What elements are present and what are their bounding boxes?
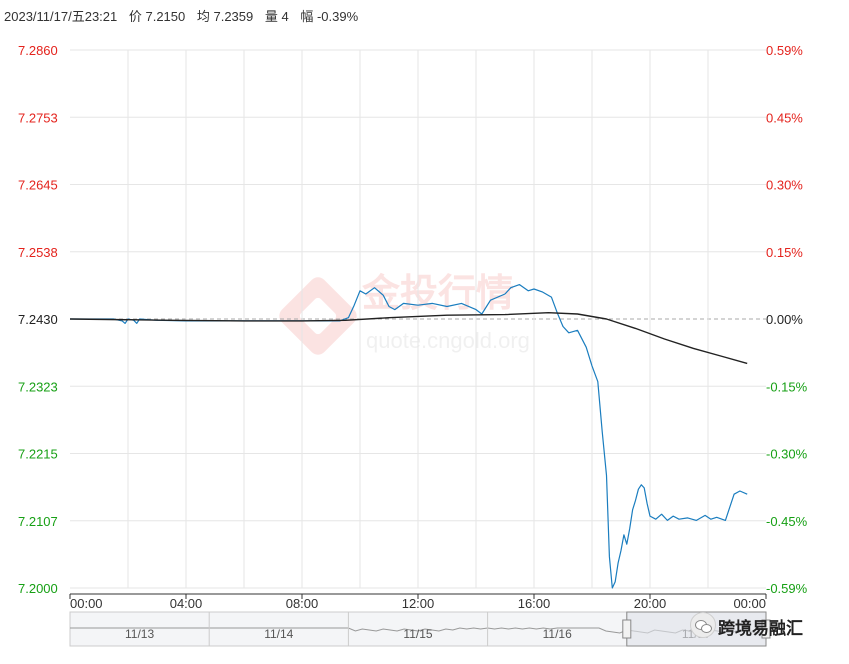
header-price: 价 7.2150 bbox=[128, 9, 186, 24]
watermark: 金投行情 quote.cngold.org bbox=[279, 271, 530, 355]
y-tick-label-left: 7.2000 bbox=[18, 581, 58, 596]
x-tick-label: 04:00 bbox=[170, 596, 203, 611]
y-tick-label-left: 7.2538 bbox=[18, 245, 58, 260]
y-tick-label-right: 0.30% bbox=[766, 178, 803, 193]
y-axis-right: 0.59% 0.45% 0.30% 0.15% 0.00% -0.15% -0.30% -0.… bbox=[766, 43, 808, 596]
y-tick-label-right: -0.30% bbox=[766, 447, 808, 462]
corner-watermark: 跨境易融汇 bbox=[718, 619, 803, 639]
navigator-handle[interactable] bbox=[622, 619, 632, 639]
x-tick-label: 16:00 bbox=[518, 596, 551, 611]
x-axis: 00:00 04:00 08:00 12:00 16:00 20:00 00:00 bbox=[69, 594, 767, 611]
navigator-day-label: 11/13 bbox=[125, 627, 154, 641]
navigator-day-label: 11/15 bbox=[403, 627, 432, 641]
navigator-handle[interactable] bbox=[761, 619, 771, 639]
x-tick-label: 20:00 bbox=[634, 596, 667, 611]
y-axis-left: 7.2860 7.2753 7.2645 7.2538 7.2430 7.2323 7.22… bbox=[18, 43, 58, 596]
grid bbox=[70, 49, 766, 595]
y-tick-label-right: 0.45% bbox=[766, 110, 803, 125]
y-tick-label-right: 0.00% bbox=[766, 312, 803, 327]
y-tick-label-right: -0.45% bbox=[766, 514, 808, 529]
header-change: 幅 -0.39% bbox=[300, 9, 359, 24]
header-volume: 量 4 bbox=[264, 9, 289, 24]
watermark-brand: 金投行情 bbox=[361, 271, 514, 315]
navigator-day-label: 11/16 bbox=[543, 627, 572, 641]
y-tick-label-left: 7.2753 bbox=[18, 110, 58, 125]
y-tick-label-left: 7.2430 bbox=[18, 312, 58, 327]
y-tick-label-right: -0.15% bbox=[766, 379, 808, 394]
series-group bbox=[69, 284, 748, 589]
watermark-logo-icon bbox=[279, 277, 357, 355]
x-tick-label: 00:00 bbox=[70, 596, 103, 611]
y-tick-label-left: 7.2107 bbox=[18, 514, 58, 529]
quote-header: 2023/11/17/五23:21 价 7.2150 均 7.2359 量 4 … bbox=[4, 6, 366, 25]
header-datetime: 2023/11/17/五23:21 bbox=[4, 9, 118, 24]
y-tick-label-left: 7.2645 bbox=[18, 178, 58, 193]
y-tick-label-right: 0.59% bbox=[766, 43, 803, 58]
y-tick-label-left: 7.2323 bbox=[18, 379, 58, 394]
average-line bbox=[69, 312, 748, 365]
y-tick-label-right: -0.59% bbox=[766, 581, 808, 596]
x-tick-label: 00:00 bbox=[733, 596, 766, 611]
y-tick-label-right: 0.15% bbox=[766, 245, 803, 260]
header-average: 均 7.2359 bbox=[196, 9, 254, 24]
wechat-icon bbox=[690, 612, 716, 638]
x-tick-label: 08:00 bbox=[286, 596, 319, 611]
x-tick-label: 12:00 bbox=[402, 596, 435, 611]
watermark-url: quote.cngold.org bbox=[366, 328, 530, 353]
navigator-day-label: 11/14 bbox=[264, 627, 293, 641]
y-tick-label-left: 7.2215 bbox=[18, 447, 58, 462]
y-tick-label-left: 7.2860 bbox=[18, 43, 58, 58]
